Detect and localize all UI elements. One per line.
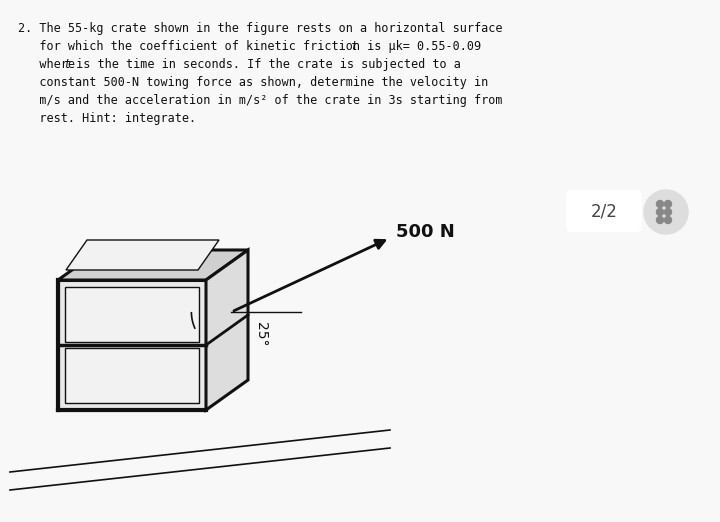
Polygon shape bbox=[65, 287, 199, 342]
Polygon shape bbox=[65, 348, 199, 403]
Polygon shape bbox=[66, 240, 219, 270]
Circle shape bbox=[657, 208, 664, 216]
Text: rest. Hint: integrate.: rest. Hint: integrate. bbox=[18, 112, 196, 125]
Circle shape bbox=[657, 200, 664, 208]
Text: 2/2: 2/2 bbox=[590, 202, 618, 220]
Circle shape bbox=[657, 217, 664, 223]
Polygon shape bbox=[58, 280, 206, 410]
Text: t: t bbox=[64, 58, 71, 71]
Circle shape bbox=[644, 190, 688, 234]
Text: 25°: 25° bbox=[254, 322, 269, 346]
Text: m/s and the acceleration in m/s² of the crate in 3s starting from: m/s and the acceleration in m/s² of the … bbox=[18, 94, 503, 107]
Text: for which the coefficient of kinetic friction is μk= 0.55-0.09: for which the coefficient of kinetic fri… bbox=[18, 40, 481, 53]
Text: is the time in seconds. If the crate is subjected to a: is the time in seconds. If the crate is … bbox=[69, 58, 461, 71]
Circle shape bbox=[665, 217, 672, 223]
Text: constant 500-N towing force as shown, determine the velocity in: constant 500-N towing force as shown, de… bbox=[18, 76, 488, 89]
Text: where: where bbox=[18, 58, 82, 71]
Polygon shape bbox=[58, 250, 248, 280]
FancyBboxPatch shape bbox=[566, 190, 642, 232]
Polygon shape bbox=[206, 250, 248, 410]
Text: 2. The 55-kg crate shown in the figure rests on a horizontal surface: 2. The 55-kg crate shown in the figure r… bbox=[18, 22, 503, 35]
Text: t: t bbox=[351, 40, 358, 53]
Circle shape bbox=[665, 208, 672, 216]
Circle shape bbox=[665, 200, 672, 208]
Text: 500 N: 500 N bbox=[396, 223, 455, 241]
